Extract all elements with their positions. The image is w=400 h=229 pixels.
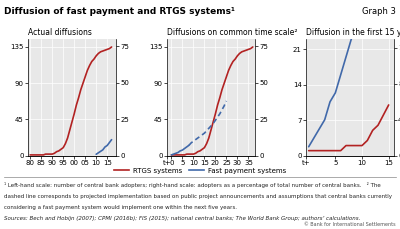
Text: Actual diffusions: Actual diffusions [28,28,92,37]
Text: © Bank for International Settlements: © Bank for International Settlements [304,222,396,227]
Legend: RTGS systems, Fast payment systems: RTGS systems, Fast payment systems [111,165,289,176]
Text: considering a fast payment system would implement one within the next five years: considering a fast payment system would … [4,205,237,210]
Text: Graph 3: Graph 3 [362,7,396,16]
Text: ¹ Left-hand scale: number of central bank adopters; right-hand scale: adopters a: ¹ Left-hand scale: number of central ban… [4,182,381,188]
Text: Diffusion of fast payment and RTGS systems¹: Diffusion of fast payment and RTGS syste… [4,7,235,16]
Text: Sources: Bech and Hobijn (2007); CPMI (2016b); FIS (2015); national central bank: Sources: Bech and Hobijn (2007); CPMI (2… [4,216,360,221]
Text: Diffusion in the first 15 years: Diffusion in the first 15 years [306,28,400,37]
Text: dashed line corresponds to projected implementation based on public project anno: dashed line corresponds to projected imp… [4,194,392,199]
Text: Diffusions on common time scale²: Diffusions on common time scale² [167,28,298,37]
